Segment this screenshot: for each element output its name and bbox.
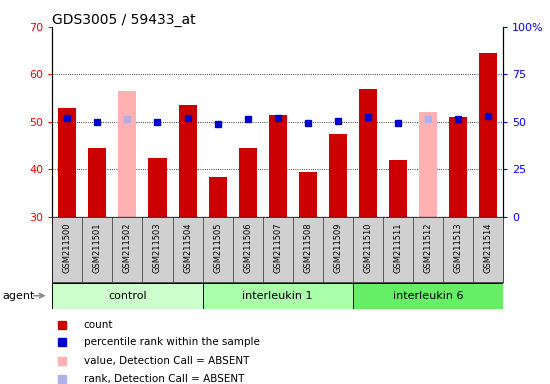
Bar bbox=[449, 117, 467, 217]
Bar bbox=[479, 53, 497, 217]
Text: GSM211511: GSM211511 bbox=[393, 222, 403, 273]
Text: GSM211506: GSM211506 bbox=[243, 222, 252, 273]
Text: GSM211512: GSM211512 bbox=[424, 222, 433, 273]
Text: GSM211507: GSM211507 bbox=[273, 222, 282, 273]
Text: value, Detection Call = ABSENT: value, Detection Call = ABSENT bbox=[84, 356, 249, 366]
Bar bbox=[148, 157, 167, 217]
Text: percentile rank within the sample: percentile rank within the sample bbox=[84, 337, 260, 347]
Bar bbox=[419, 113, 437, 217]
Text: GSM211508: GSM211508 bbox=[303, 222, 312, 273]
Text: interleukin 6: interleukin 6 bbox=[393, 291, 463, 301]
Text: GSM211509: GSM211509 bbox=[333, 222, 343, 273]
Bar bbox=[58, 108, 76, 217]
Bar bbox=[299, 172, 317, 217]
Text: control: control bbox=[108, 291, 147, 301]
Text: agent: agent bbox=[3, 291, 35, 301]
Bar bbox=[389, 160, 407, 217]
Text: interleukin 1: interleukin 1 bbox=[243, 291, 313, 301]
Bar bbox=[329, 134, 347, 217]
Text: GSM211510: GSM211510 bbox=[364, 222, 372, 273]
Text: GSM211500: GSM211500 bbox=[63, 222, 72, 273]
Text: GSM211505: GSM211505 bbox=[213, 222, 222, 273]
Bar bbox=[239, 148, 257, 217]
Bar bbox=[353, 283, 503, 309]
Bar bbox=[359, 89, 377, 217]
Text: GSM211502: GSM211502 bbox=[123, 222, 132, 273]
Text: GSM211513: GSM211513 bbox=[454, 222, 463, 273]
Text: GSM211504: GSM211504 bbox=[183, 222, 192, 273]
Bar bbox=[89, 148, 106, 217]
Bar bbox=[179, 105, 196, 217]
Bar bbox=[202, 283, 353, 309]
Text: GSM211514: GSM211514 bbox=[483, 222, 493, 273]
Text: rank, Detection Call = ABSENT: rank, Detection Call = ABSENT bbox=[84, 374, 244, 384]
Bar bbox=[52, 283, 202, 309]
Text: GSM211501: GSM211501 bbox=[93, 222, 102, 273]
Text: GSM211503: GSM211503 bbox=[153, 222, 162, 273]
Bar bbox=[208, 177, 227, 217]
Text: count: count bbox=[84, 320, 113, 330]
Text: GDS3005 / 59433_at: GDS3005 / 59433_at bbox=[52, 13, 196, 27]
Bar bbox=[269, 115, 287, 217]
Bar bbox=[118, 91, 136, 217]
